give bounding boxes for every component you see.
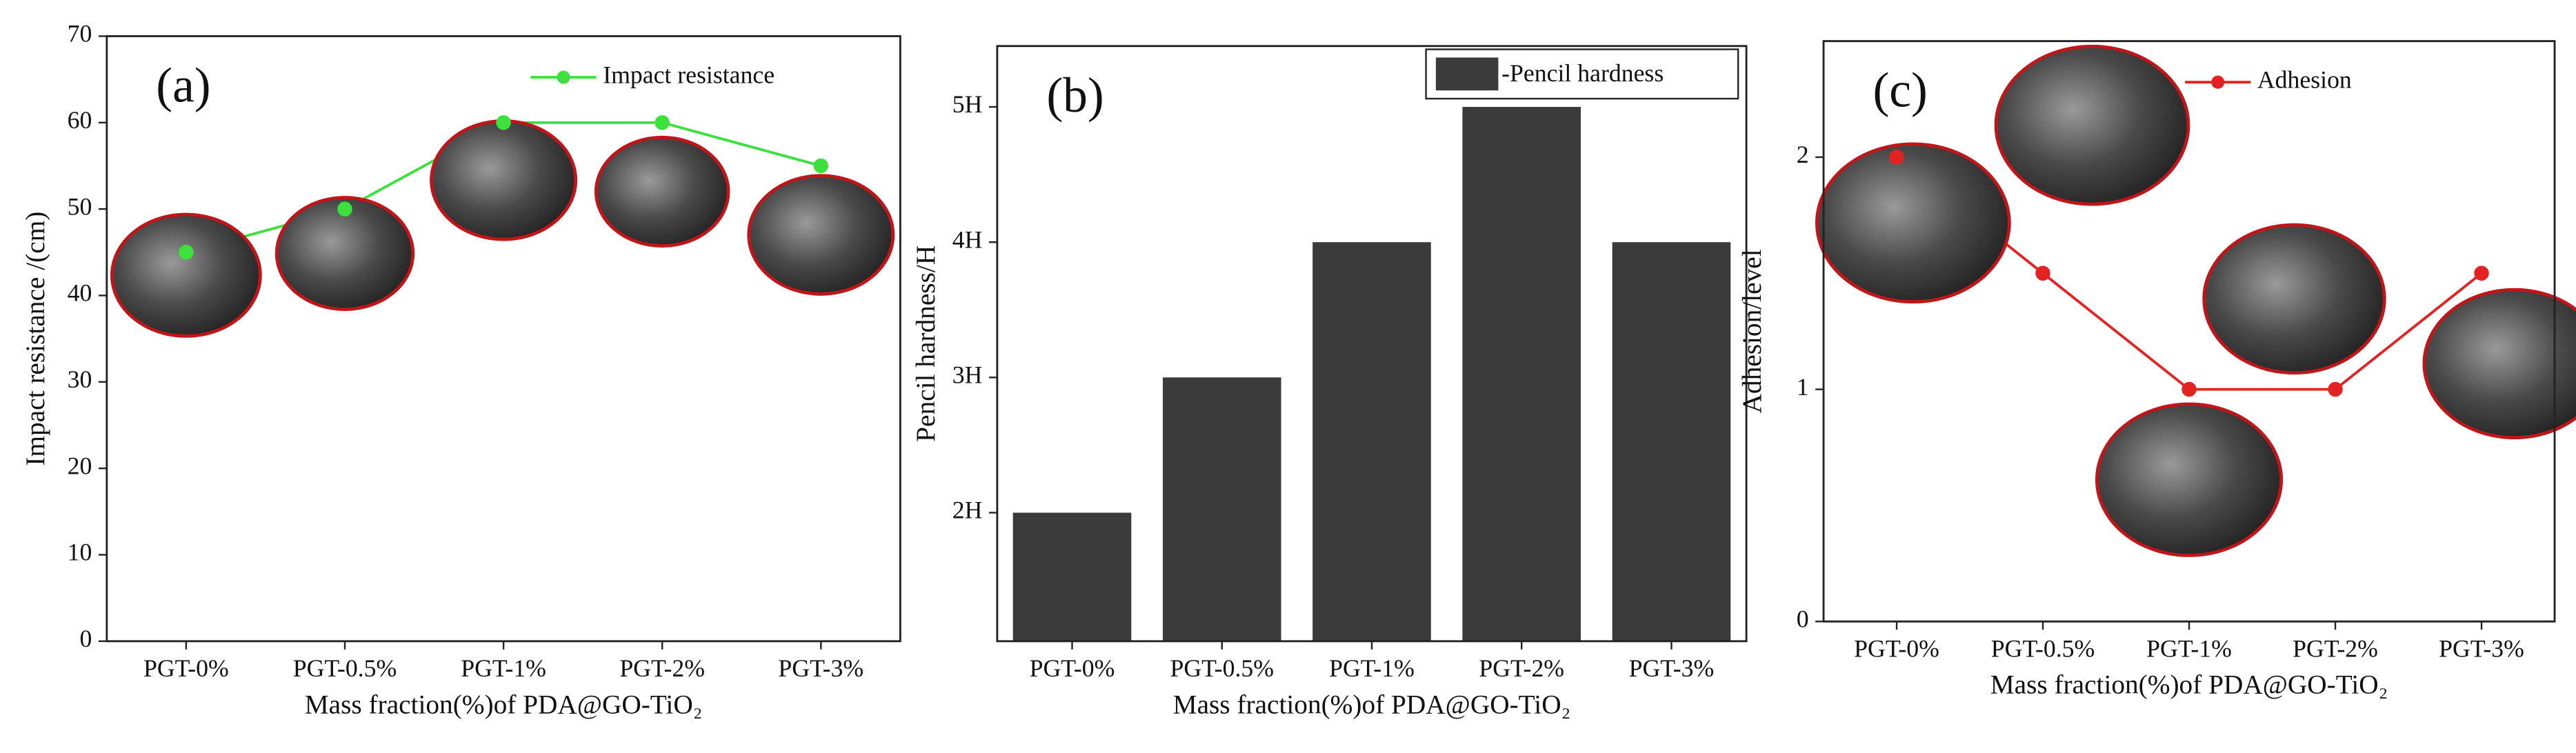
x-tick-label: PGT-3% (778, 654, 863, 682)
x-tick-label: PGT-1% (461, 654, 546, 682)
marker (496, 115, 511, 130)
y-axis-label: Adhesion/level (1737, 249, 1767, 413)
plot-frame (1822, 40, 2556, 623)
panel-label: (b) (1046, 68, 1104, 123)
x-tick-label: PGT-1% (2146, 634, 2232, 662)
sample-photo (747, 174, 895, 296)
panel-label: (a) (156, 59, 210, 113)
sample-photo (594, 135, 730, 248)
legend-marker (2211, 75, 2225, 89)
y-tick-label: 5H (952, 90, 983, 118)
x-tick-label: PGT-0% (1030, 654, 1115, 682)
x-axis-label: Mass fraction(%)of PDA@GO-TiO₂ (1990, 670, 2388, 700)
x-axis-label: Mass fraction(%)of PDA@GO-TiO₂ (1173, 689, 1571, 719)
marker (179, 245, 194, 260)
marker (2181, 381, 2197, 397)
marker (1889, 150, 1904, 165)
x-tick-label: PGT-2% (1479, 654, 1564, 682)
bar (1462, 107, 1581, 641)
plot-frame (996, 45, 1748, 643)
y-tick-label: 3H (952, 361, 983, 389)
sample-photo (2422, 288, 2576, 440)
y-tick-label: 40 (68, 279, 92, 307)
x-tick-label: PGT-1% (1329, 654, 1415, 682)
panel: 2H 3H 4H 5H PGT-0% PGT-0.5% PGT-1% PGT-2% PGT-3%… (910, 45, 1748, 719)
panel: 0 10 20 30 40 50 60 70 PGT-0% PGT-0.5% PGT-1% PGT-2… (20, 20, 901, 719)
y-tick-label: 2 (1797, 141, 1809, 168)
y-tick-label: 2H (952, 496, 983, 524)
y-tick-label: 0 (80, 625, 92, 652)
y-tick-label: 4H (952, 225, 983, 253)
sample-photo (274, 196, 415, 311)
marker (2035, 265, 2050, 281)
y-tick-label: 20 (68, 452, 92, 479)
panel-label: (c) (1873, 63, 1927, 118)
x-tick-label: PGT-0.5% (1170, 654, 1273, 682)
y-tick-label: 30 (68, 365, 92, 393)
x-tick-label: PGT-0.5% (1991, 634, 2095, 662)
y-axis-label: Impact resistance /(cm) (20, 212, 50, 466)
x-tick-label: PGT-0.5% (293, 654, 397, 682)
bar (1312, 242, 1431, 641)
legend-marker (557, 70, 570, 84)
sample-photo (430, 119, 578, 241)
x-tick-label: PGT-2% (2293, 634, 2378, 662)
y-tick-label: 60 (68, 106, 92, 134)
sample-photo (1994, 44, 2190, 206)
y-tick-label: 1 (1797, 373, 1809, 401)
legend-swatch (1435, 57, 1499, 91)
marker (2474, 265, 2489, 281)
x-tick-label: PGT-3% (2439, 634, 2524, 662)
sample-photo (1815, 142, 2011, 304)
y-tick-label: 50 (68, 192, 92, 220)
marker (2328, 381, 2343, 397)
legend-label: -Pencil hardness (1501, 59, 1664, 87)
plot-frame (106, 35, 901, 643)
legend-label: Impact resistance (603, 61, 775, 88)
y-tick-label: 0 (1797, 605, 1809, 632)
x-axis-label: Mass fraction(%)of PDA@GO-TiO₂ (305, 689, 703, 719)
bar (1612, 242, 1731, 641)
legend-label: Adhesion (2257, 66, 2352, 93)
sample-photo (110, 212, 262, 338)
y-tick-label: 70 (68, 20, 92, 48)
bar (1162, 377, 1281, 641)
marker (813, 158, 829, 174)
y-axis-label: Pencil hardness/H (910, 245, 941, 442)
bar (1012, 512, 1132, 641)
x-tick-label: PGT-0% (1854, 634, 1939, 662)
x-tick-label: PGT-3% (1629, 654, 1715, 682)
marker (337, 201, 352, 217)
x-tick-label: PGT-0% (143, 654, 229, 682)
marker (655, 115, 670, 130)
panel: 0 1 2 PGT-0% PGT-0.5% PGT-1% PGT-2% PGT-3% Mass … (1737, 40, 2576, 700)
x-tick-label: PGT-2% (619, 654, 705, 682)
sample-photo (2202, 223, 2386, 375)
sample-photo (2095, 402, 2284, 557)
y-tick-label: 10 (68, 539, 92, 566)
